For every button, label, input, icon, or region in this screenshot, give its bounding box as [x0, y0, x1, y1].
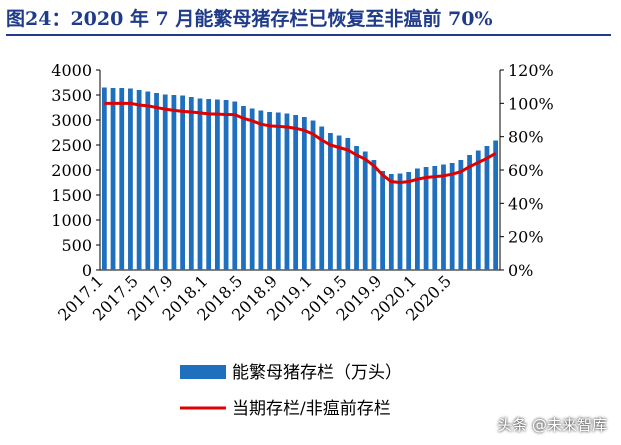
left-axis-tick-label: 3000 [51, 111, 92, 130]
bar [136, 90, 142, 270]
bar [154, 93, 159, 270]
bar [241, 106, 246, 270]
bar [467, 155, 472, 270]
bar [449, 163, 455, 270]
bar [275, 112, 281, 270]
bar [110, 88, 116, 270]
bar [380, 171, 385, 270]
bar [267, 112, 272, 270]
bar [362, 151, 368, 270]
left-axis-tick-label: 2000 [51, 161, 92, 180]
bar [336, 135, 342, 270]
legend-swatch-bars [180, 365, 226, 379]
bar [458, 160, 464, 270]
bar [388, 174, 394, 270]
bar [354, 146, 359, 270]
bar [180, 95, 185, 270]
bar [310, 120, 316, 270]
bar [197, 98, 203, 270]
bar [415, 168, 420, 270]
chart-title: 图24：2020 年 7 月能繁母猪存栏已恢复至非瘟前 70% [6, 8, 493, 30]
right-axis-tick-label: 0% [508, 261, 533, 280]
watermark: 头条 @未来智库 [497, 416, 607, 434]
ratio-line [104, 101, 497, 184]
bar [319, 126, 325, 270]
bar [162, 94, 168, 270]
left-axis-tick-label: 500 [61, 236, 92, 255]
bar [328, 133, 333, 270]
right-axis-tick-label: 20% [508, 228, 544, 247]
legend-label-bars: 能繁母猪存栏（万头） [232, 363, 402, 383]
left-axis-tick-label: 1500 [51, 186, 92, 205]
bar [406, 172, 412, 270]
bar [145, 91, 151, 270]
bar [484, 146, 490, 270]
left-axis-tick-label: 0 [82, 261, 92, 280]
right-axis-tick-label: 100% [508, 94, 554, 113]
left-axis-tick-label: 3500 [51, 86, 92, 105]
right-axis-tick-label: 60% [508, 161, 544, 180]
bar [119, 88, 125, 270]
bar [223, 100, 229, 270]
left-axis-tick-label: 1000 [51, 211, 92, 230]
bar [493, 140, 499, 270]
right-axis-tick-label: 80% [508, 128, 544, 147]
right-axis-tick-label: 40% [508, 194, 544, 213]
bar [258, 110, 264, 270]
title-underline [6, 34, 611, 36]
bar [397, 173, 403, 270]
bar [128, 88, 133, 270]
bar [215, 99, 220, 270]
right-axis-tick-label: 120% [508, 61, 554, 80]
bar [232, 101, 238, 270]
bar [301, 117, 307, 270]
bar [423, 167, 429, 270]
bar [171, 95, 177, 270]
bar [284, 113, 290, 270]
bar [249, 108, 255, 270]
bar [371, 160, 377, 270]
bar [188, 97, 194, 270]
bar [345, 138, 351, 270]
bar [293, 115, 299, 270]
bar [101, 87, 107, 270]
bar [432, 166, 438, 270]
bar [441, 164, 446, 270]
legend-label-line: 当期存栏/非瘟前存栏 [232, 399, 391, 419]
bar [206, 99, 212, 270]
left-axis-tick-label: 4000 [51, 61, 92, 80]
bar [475, 150, 481, 270]
left-axis-tick-label: 2500 [51, 136, 92, 155]
